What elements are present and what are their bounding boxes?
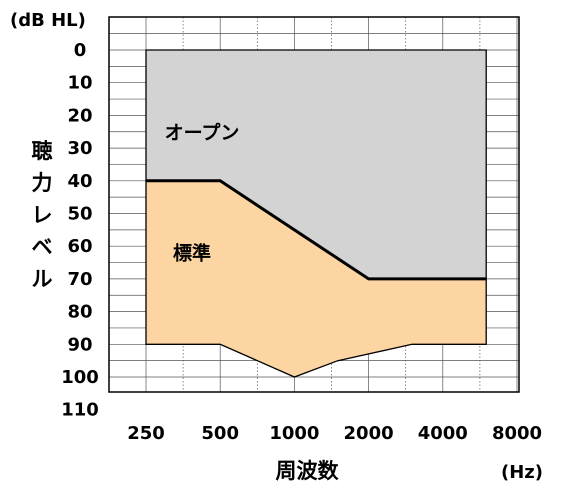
- boundary-line: [146, 179, 487, 281]
- y-tick-label: 0: [74, 40, 87, 61]
- y-tick-labels: 0 10 20 30 40 50 60 70 80 90 100 110: [61, 40, 99, 421]
- series-lines: [146, 179, 487, 281]
- y-tick-label: 70: [67, 269, 92, 290]
- y-axis-label-char: レ: [32, 203, 53, 227]
- y-tick-label: 60: [67, 236, 92, 257]
- y-tick-label: 40: [67, 171, 92, 192]
- x-tick-label: 4000: [418, 423, 468, 444]
- series-areas: [145, 49, 487, 378]
- y-tick-label: 80: [67, 302, 92, 323]
- x-tick-label: 8000: [492, 423, 542, 444]
- plot-border: [108, 16, 520, 393]
- y-tick-label: 20: [67, 105, 92, 126]
- y-tick-label: 10: [67, 73, 92, 94]
- x-tick-label: 500: [201, 423, 239, 444]
- y-axis-label-char: ル: [32, 267, 53, 291]
- y-tick-label: 110: [61, 400, 99, 421]
- y-unit-label: (dB HL): [10, 10, 86, 31]
- region-label-1: 標準: [173, 242, 211, 265]
- y-tick-label: 90: [67, 334, 92, 355]
- x-tick-label: 2000: [344, 423, 394, 444]
- y-axis-label-char: ベ: [32, 235, 53, 259]
- x-tick-label: 250: [127, 423, 165, 444]
- x-unit-label: (Hz): [501, 462, 543, 483]
- region-label-0: オープン: [165, 121, 240, 144]
- y-axis-label-char: 聴: [32, 139, 53, 163]
- x-tick-label: 1000: [269, 423, 319, 444]
- y-tick-label: 100: [61, 367, 99, 388]
- x-tick-labels: 250 500 1000 2000 4000 8000: [127, 423, 542, 444]
- y-tick-label: 30: [67, 138, 92, 159]
- y-axis-label-char: 力: [32, 171, 53, 195]
- y-tick-label: 50: [67, 204, 92, 225]
- x-axis-label: 周波数: [276, 459, 340, 483]
